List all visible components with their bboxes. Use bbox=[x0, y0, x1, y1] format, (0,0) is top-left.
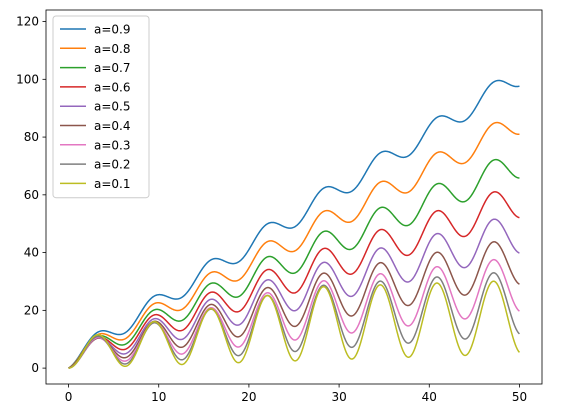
series-line-a-0-4 bbox=[68, 241, 520, 369]
y-tick-label: 0 bbox=[31, 361, 39, 375]
x-tick-label: 10 bbox=[151, 390, 166, 404]
legend-label: a=0.5 bbox=[94, 100, 131, 114]
legend-label: a=0.8 bbox=[94, 42, 131, 56]
x-tick-label: 30 bbox=[331, 390, 346, 404]
series-line-a-0-9 bbox=[68, 79, 520, 369]
series-line-a-0-6 bbox=[68, 191, 520, 369]
legend-label: a=0.7 bbox=[94, 61, 131, 75]
y-tick-label: 60 bbox=[24, 188, 39, 202]
x-tick-label: 0 bbox=[65, 390, 73, 404]
series-line-a-0-5 bbox=[68, 218, 520, 369]
legend-label: a=0.2 bbox=[94, 158, 131, 172]
y-tick-label: 40 bbox=[24, 246, 39, 260]
y-axis: 0 20 40 60 80 100 120 bbox=[16, 15, 46, 375]
series-line-a-0-7 bbox=[68, 158, 520, 369]
legend: a=0.9 a=0.8 a=0.7 a=0.6 a=0.5 a=0.4 a=0.3 a=0.2… bbox=[52, 15, 150, 199]
series-layer bbox=[68, 79, 521, 369]
x-tick-label: 20 bbox=[241, 390, 256, 404]
legend-box bbox=[52, 15, 150, 199]
legend-label: a=0.4 bbox=[94, 119, 131, 133]
y-tick-label: 80 bbox=[24, 130, 39, 144]
series-line-a-0-8 bbox=[68, 121, 520, 369]
y-tick-label: 20 bbox=[24, 303, 39, 317]
legend-label: a=0.6 bbox=[94, 80, 131, 94]
legend-label: a=0.9 bbox=[94, 23, 131, 37]
x-tick-label: 40 bbox=[422, 390, 437, 404]
legend-label: a=0.3 bbox=[94, 138, 131, 152]
x-axis: 0 10 20 30 40 50 bbox=[65, 384, 527, 404]
y-tick-label: 120 bbox=[16, 15, 39, 29]
x-tick-label: 50 bbox=[512, 390, 527, 404]
series-line-a-0-1 bbox=[68, 280, 521, 369]
y-tick-label: 100 bbox=[16, 72, 39, 86]
axes-frame bbox=[45, 9, 543, 385]
legend-label: a=0.1 bbox=[94, 177, 131, 191]
